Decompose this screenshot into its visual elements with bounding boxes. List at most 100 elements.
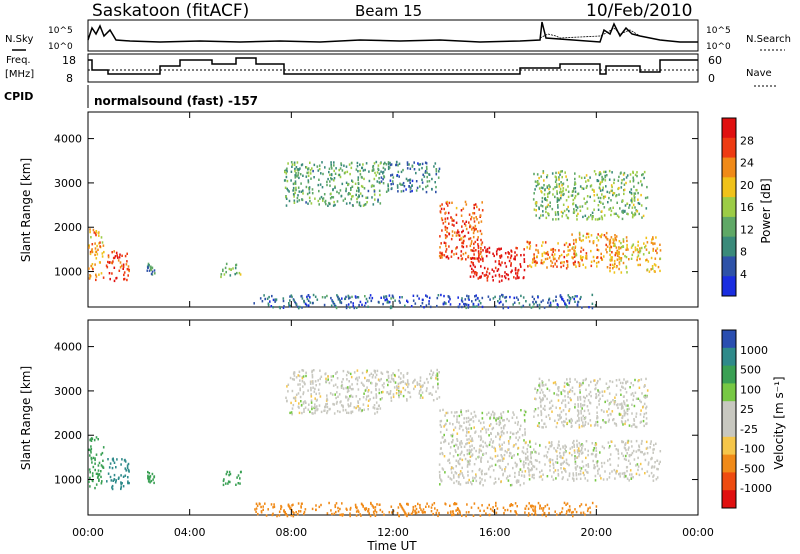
range-cell bbox=[470, 242, 473, 245]
range-cell bbox=[519, 458, 521, 461]
range-cell bbox=[564, 171, 566, 174]
range-cell bbox=[523, 253, 525, 257]
range-cell bbox=[534, 202, 537, 205]
range-cell bbox=[467, 303, 470, 307]
range-cell bbox=[599, 172, 602, 176]
range-cell bbox=[419, 385, 422, 388]
range-cell bbox=[469, 237, 472, 240]
range-cell bbox=[590, 249, 592, 253]
range-cell bbox=[501, 293, 503, 297]
range-cell bbox=[556, 457, 558, 461]
range-cell bbox=[554, 180, 557, 183]
range-cell bbox=[536, 389, 539, 392]
range-cell bbox=[507, 410, 509, 413]
range-cell bbox=[499, 459, 502, 462]
range-cell bbox=[480, 248, 482, 251]
range-cell bbox=[226, 470, 228, 474]
range-cell bbox=[595, 261, 598, 265]
range-cell bbox=[393, 373, 396, 377]
range-cell bbox=[419, 185, 421, 188]
range-cell bbox=[334, 383, 337, 386]
range-cell bbox=[564, 420, 566, 423]
range-cell bbox=[568, 409, 570, 413]
range-cell bbox=[491, 427, 494, 431]
range-cell bbox=[592, 241, 595, 245]
range-cell bbox=[295, 186, 297, 190]
range-cell bbox=[293, 161, 296, 164]
range-cell bbox=[349, 192, 351, 196]
range-cell bbox=[102, 446, 105, 449]
range-cell bbox=[618, 257, 621, 261]
range-cell bbox=[467, 420, 470, 423]
range-cell bbox=[470, 506, 473, 509]
range-cell bbox=[459, 457, 461, 461]
range-cell bbox=[290, 514, 293, 517]
range-cell bbox=[90, 439, 93, 442]
freq-tick-top: 18 bbox=[62, 54, 76, 67]
range-cell bbox=[620, 407, 623, 410]
range-cell bbox=[622, 423, 624, 426]
range-cell bbox=[370, 372, 373, 375]
range-cell bbox=[576, 218, 578, 221]
range-cell bbox=[631, 392, 634, 395]
range-cell bbox=[493, 482, 495, 485]
range-cell bbox=[337, 509, 340, 513]
range-cell bbox=[623, 183, 626, 186]
range-cell bbox=[367, 399, 370, 402]
range-cell bbox=[344, 297, 346, 301]
range-cell bbox=[536, 424, 539, 427]
range-cell bbox=[608, 407, 610, 411]
range-cell bbox=[558, 185, 561, 188]
range-cell bbox=[653, 448, 655, 451]
range-cell bbox=[608, 208, 610, 211]
range-cell bbox=[579, 469, 582, 473]
range-cell bbox=[365, 162, 368, 165]
range-cell bbox=[565, 241, 568, 245]
range-cell bbox=[466, 452, 469, 456]
range-cell bbox=[552, 193, 554, 196]
range-cell bbox=[442, 408, 444, 412]
colorbar-tick-label: 12 bbox=[740, 223, 754, 236]
range-cell bbox=[486, 276, 489, 279]
range-cell bbox=[638, 445, 641, 449]
range-cell bbox=[617, 403, 619, 406]
range-cell bbox=[326, 394, 328, 397]
range-cell bbox=[285, 396, 287, 399]
range-cell bbox=[362, 383, 364, 386]
range-cell bbox=[95, 483, 98, 486]
range-cell bbox=[540, 214, 542, 217]
range-cell bbox=[473, 242, 475, 246]
range-cell bbox=[606, 266, 609, 269]
range-cell bbox=[512, 445, 515, 448]
range-cell bbox=[375, 393, 377, 396]
range-cell bbox=[493, 412, 496, 416]
range-cell bbox=[489, 507, 492, 511]
range-cell bbox=[556, 265, 558, 268]
range-cell bbox=[567, 383, 569, 386]
range-cell bbox=[94, 253, 96, 257]
range-cell bbox=[612, 241, 614, 245]
range-cell bbox=[324, 405, 327, 408]
range-cell bbox=[573, 479, 575, 482]
range-cell bbox=[153, 481, 155, 485]
range-cell bbox=[457, 475, 460, 478]
range-cell bbox=[148, 478, 151, 481]
range-cell bbox=[326, 405, 329, 409]
range-cell bbox=[622, 261, 625, 265]
range-cell bbox=[594, 479, 597, 482]
range-cell bbox=[573, 439, 575, 443]
range-cell bbox=[646, 446, 649, 450]
range-cell bbox=[575, 238, 577, 242]
range-cell bbox=[477, 236, 479, 239]
range-cell bbox=[447, 257, 450, 260]
range-cell bbox=[615, 194, 618, 197]
range-cell bbox=[472, 416, 474, 419]
range-cell bbox=[492, 440, 495, 443]
range-cell bbox=[556, 461, 559, 464]
range-cell bbox=[357, 187, 360, 190]
range-cell bbox=[573, 445, 575, 448]
range-cell bbox=[336, 294, 338, 297]
range-cell bbox=[446, 230, 448, 234]
freq-panel bbox=[87, 53, 699, 83]
range-cell bbox=[460, 209, 463, 212]
